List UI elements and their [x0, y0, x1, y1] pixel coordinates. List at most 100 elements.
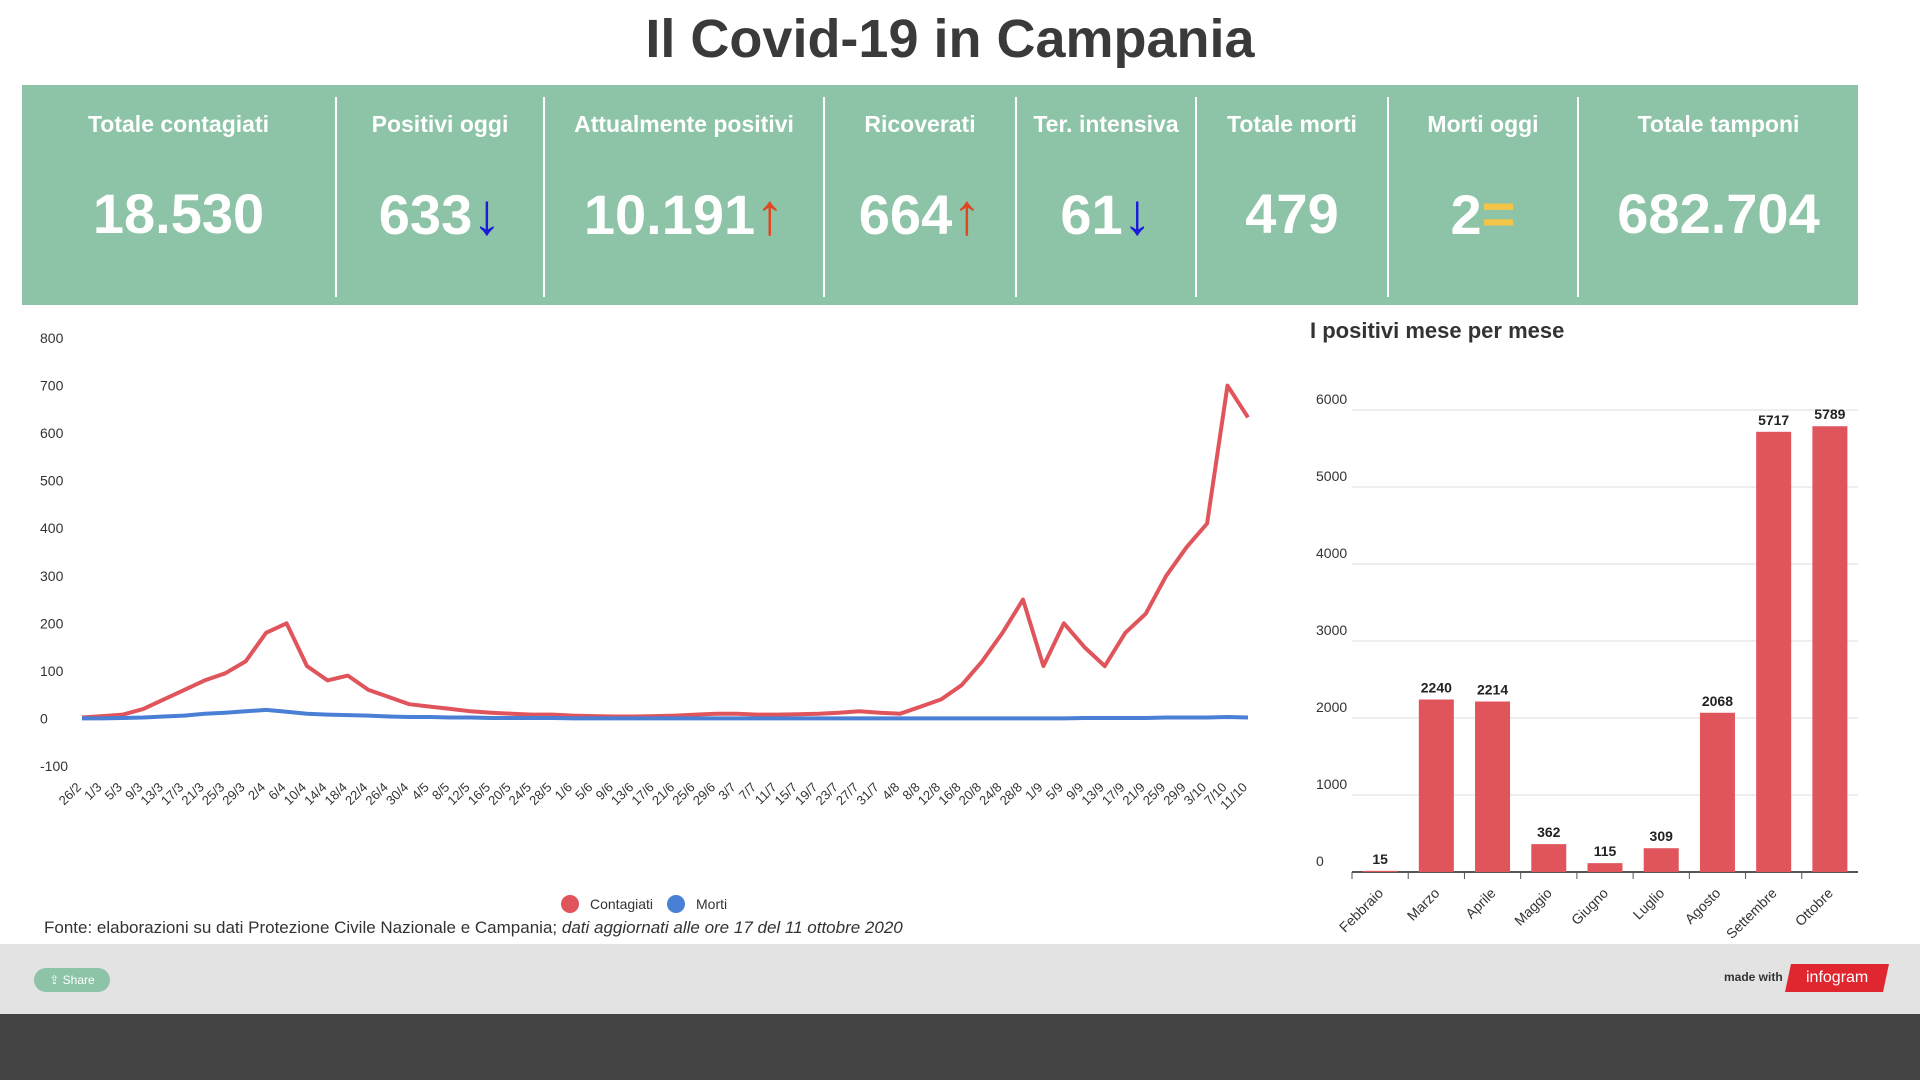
- bottom-band: [0, 1014, 1920, 1080]
- divider: [1577, 97, 1579, 297]
- divider: [1387, 97, 1389, 297]
- x-tick-label: 26/2: [56, 780, 85, 809]
- stat-value: 633↓: [378, 182, 502, 247]
- x-tick-label: 2/4: [245, 780, 268, 803]
- made-with-label: made with: [1724, 970, 1783, 984]
- bar-marzo: [1418, 699, 1454, 872]
- stat-label: Ter. intensiva: [1033, 111, 1179, 137]
- y-tick-label: 300: [40, 568, 64, 584]
- legend-label-morti: Morti: [696, 896, 727, 912]
- x-tick-label: 29/3: [219, 780, 248, 809]
- stat-value: 2=: [1450, 182, 1516, 247]
- x-tick-label: 4/5: [408, 780, 431, 803]
- stat-value: 682.704: [1617, 182, 1820, 245]
- y-tick-label: 5000: [1316, 468, 1347, 484]
- stat-attualmente-positivi: Attualmente positivi 10.191↑: [545, 85, 823, 305]
- x-tick-label: Luglio: [1630, 885, 1668, 923]
- y-tick-label: 200: [40, 615, 64, 631]
- bar-maggio: [1531, 844, 1567, 872]
- x-tick-label: 28/8: [997, 780, 1026, 809]
- footer-bar: [0, 944, 1920, 1014]
- data-label: 115: [1594, 843, 1617, 859]
- arrow-up-icon: ↑: [755, 182, 785, 247]
- y-tick-label: 2000: [1316, 699, 1347, 715]
- share-icon: ⇪: [49, 973, 63, 987]
- legend-label-contagiati: Contagiati: [590, 896, 653, 912]
- bar-giugno: [1587, 863, 1623, 872]
- stat-ricoverati: Ricoverati 664↑: [825, 85, 1015, 305]
- data-label: 5717: [1758, 412, 1789, 428]
- x-tick-label: 5/3: [102, 780, 125, 803]
- x-tick-label: Giugno: [1568, 885, 1611, 928]
- data-label: 309: [1650, 828, 1674, 844]
- data-label: 362: [1537, 824, 1561, 840]
- series-line-morti: [82, 707, 1249, 721]
- y-tick-label: 4000: [1316, 545, 1347, 561]
- data-label: 5789: [1814, 406, 1845, 422]
- data-label: 2240: [1421, 680, 1452, 696]
- y-tick-label: 800: [40, 330, 64, 346]
- stat-totale-tamponi: Totale tamponi 682.704: [1579, 85, 1858, 305]
- stats-panel: Totale contagiati 18.530 Positivi oggi 6…: [22, 85, 1858, 305]
- stat-value: 479: [1245, 182, 1339, 245]
- y-tick-label: 100: [40, 663, 64, 679]
- y-tick-label: 0: [1316, 853, 1324, 869]
- x-tick-label: Maggio: [1511, 885, 1555, 929]
- y-tick-label: 500: [40, 473, 64, 489]
- y-tick-label: 600: [40, 425, 64, 441]
- divider: [1015, 97, 1017, 297]
- x-tick-label: Settembre: [1723, 885, 1780, 940]
- stat-label: Morti oggi: [1427, 111, 1539, 137]
- stat-totale-contagiati: Totale contagiati 18.530: [22, 85, 335, 305]
- divider: [1195, 97, 1197, 297]
- x-tick-label: 29/6: [690, 780, 719, 809]
- data-label: 15: [1372, 851, 1388, 867]
- stat-label: Totale morti: [1227, 111, 1357, 137]
- y-tick-label: -100: [40, 758, 68, 774]
- y-tick-label: 400: [40, 520, 64, 536]
- bar-settembre: [1756, 431, 1792, 872]
- bar-chart-title: I positivi mese per mese: [1310, 318, 1564, 343]
- arrow-up-icon: ↑: [952, 182, 982, 247]
- stat-label: Totale tamponi: [1637, 111, 1800, 137]
- x-tick-label: 5/9: [1043, 780, 1066, 803]
- x-tick-label: Aprile: [1462, 885, 1499, 922]
- stat-value: 61↓: [1060, 182, 1152, 247]
- stat-value: 18.530: [92, 182, 265, 245]
- x-tick-label: 4/8: [879, 780, 902, 803]
- bar-ottobre: [1812, 426, 1848, 872]
- x-tick-label: Ottobre: [1792, 885, 1836, 929]
- share-button[interactable]: ⇪ Share: [34, 968, 110, 992]
- x-tick-label: 1/9: [1022, 780, 1045, 803]
- bar-febbraio: [1362, 870, 1398, 872]
- x-tick-label: 1/6: [552, 780, 575, 803]
- x-tick-label: Febbraio: [1336, 885, 1387, 936]
- infogram-logo[interactable]: infogram: [1785, 964, 1889, 992]
- y-tick-label: 700: [40, 378, 64, 394]
- x-tick-label: Marzo: [1404, 885, 1443, 924]
- source-note: Fonte: elaborazioni su dati Protezione C…: [44, 918, 903, 937]
- data-label: 2214: [1477, 682, 1508, 698]
- stat-terapia-intensiva: Ter. intensiva 61↓: [1017, 85, 1195, 305]
- stat-label: Attualmente positivi: [574, 111, 794, 137]
- y-tick-label: 6000: [1316, 391, 1347, 407]
- stat-totale-morti: Totale morti 479: [1197, 85, 1387, 305]
- stat-label: Ricoverati: [864, 111, 976, 137]
- bar-aprile: [1475, 701, 1511, 872]
- x-tick-label: 1/3: [81, 780, 104, 803]
- x-tick-label: 3/7: [715, 780, 738, 803]
- legend-marker-contagiati: [561, 895, 579, 913]
- y-tick-label: 0: [40, 710, 48, 726]
- bar-chart: I positivi mese per mese 0 1000 2000 3000 400…: [1310, 318, 1858, 940]
- x-tick-label: Agosto: [1681, 885, 1723, 927]
- x-tick-label: 31/7: [853, 780, 882, 809]
- stat-morti-oggi: Morti oggi 2=: [1389, 85, 1577, 305]
- divider: [543, 97, 545, 297]
- page-title: Il Covid-19 in Campania: [645, 9, 1255, 69]
- x-tick-label: 5/6: [572, 780, 595, 803]
- divider: [823, 97, 825, 297]
- stat-label: Totale contagiati: [87, 111, 270, 137]
- legend-marker-morti: [667, 895, 685, 913]
- arrow-down-icon: ↓: [472, 182, 502, 247]
- stat-value: 10.191↑: [583, 182, 785, 247]
